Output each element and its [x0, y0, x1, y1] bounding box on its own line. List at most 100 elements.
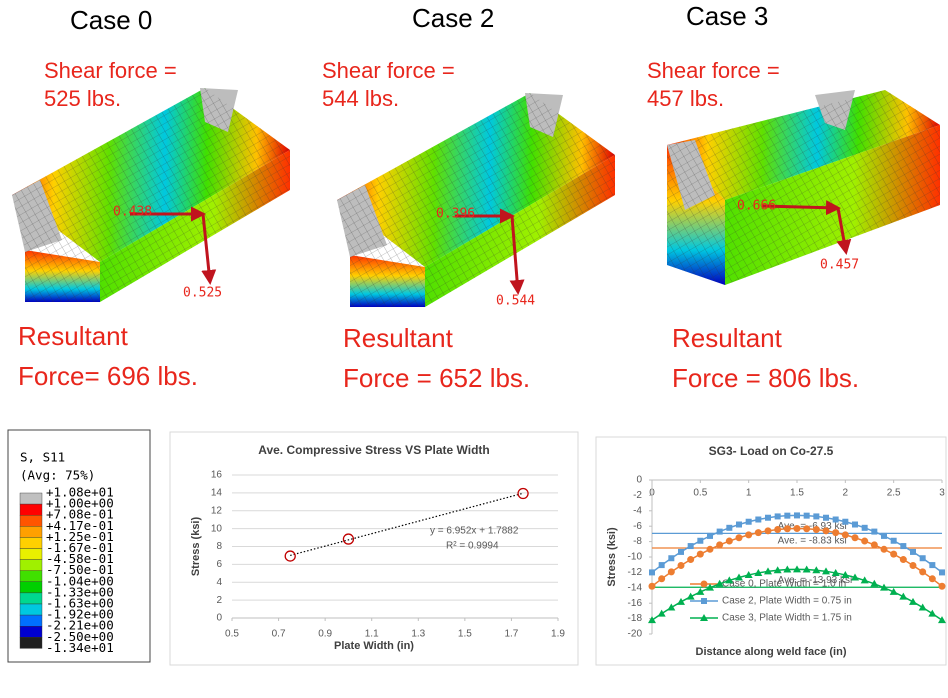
- marker: [881, 533, 887, 539]
- marker: [842, 519, 848, 525]
- legend-swatch: [20, 504, 42, 515]
- legend-swatch: [20, 526, 42, 537]
- marker: [716, 541, 723, 548]
- marker: [688, 543, 694, 549]
- resultant-value: Force = 652 lbs.: [343, 363, 530, 393]
- y-tick-label: 4: [216, 577, 222, 588]
- y-tick-label: -2: [633, 490, 642, 501]
- arrow-label: 0.438: [113, 205, 152, 220]
- y-tick-label: -10: [628, 552, 643, 563]
- trendline-equation: y = 6.952x + 1.7882: [430, 526, 519, 537]
- marker: [701, 581, 708, 588]
- case-title: Case 0: [70, 5, 152, 35]
- y-tick-label: -20: [628, 629, 643, 640]
- marker: [794, 525, 801, 532]
- marker: [910, 562, 917, 569]
- y-axis-label: Stress (ksi): [190, 517, 202, 577]
- marker: [794, 512, 800, 518]
- marker: [774, 526, 781, 533]
- marker: [697, 538, 703, 544]
- marker: [697, 551, 704, 558]
- x-tick-label: 1.1: [365, 629, 379, 640]
- marker: [784, 513, 790, 519]
- legend-swatch: [20, 537, 42, 548]
- marker: [775, 513, 781, 519]
- marker: [833, 517, 839, 523]
- x-tick-label: 1.5: [458, 629, 472, 640]
- arrow-label: 0.666: [737, 199, 776, 214]
- marker: [765, 527, 772, 534]
- x-tick-label: 2.5: [887, 488, 901, 499]
- chart-title: Ave. Compressive Stress VS Plate Width: [258, 443, 490, 457]
- arrow-label: 0.544: [496, 294, 535, 309]
- y-tick-label: 2: [216, 595, 222, 606]
- y-tick-label: -4: [633, 505, 642, 516]
- x-tick-label: 1.5: [790, 488, 804, 499]
- marker: [707, 546, 714, 553]
- marker: [726, 538, 733, 545]
- marker: [736, 522, 742, 528]
- fe-model: [337, 93, 615, 307]
- marker: [668, 555, 674, 561]
- marker: [649, 583, 656, 590]
- marker: [900, 556, 907, 563]
- marker: [900, 543, 906, 549]
- y-tick-label: 14: [211, 488, 223, 499]
- y-tick-label: 16: [211, 470, 223, 481]
- marker: [929, 562, 935, 568]
- marker: [784, 525, 791, 532]
- x-tick-label: 2: [843, 488, 849, 499]
- shear-label: Shear force =: [647, 58, 780, 83]
- marker: [707, 533, 713, 539]
- trendline-r2: R² = 0.9994: [446, 541, 499, 552]
- x-tick-label: 0.9: [318, 629, 332, 640]
- marker: [658, 575, 665, 582]
- y-tick-label: -14: [628, 582, 643, 593]
- arrow-label: 0.525: [183, 286, 222, 301]
- y-tick-label: 0: [216, 613, 222, 624]
- x-axis-label: Plate Width (in): [334, 640, 414, 652]
- marker: [736, 534, 743, 541]
- marker: [678, 562, 685, 569]
- legend-swatch: [20, 604, 42, 615]
- y-tick-label: -18: [628, 613, 643, 624]
- marker: [871, 529, 877, 535]
- marker: [871, 541, 878, 548]
- marker: [701, 598, 707, 604]
- marker: [832, 529, 839, 536]
- marker: [765, 515, 771, 521]
- x-axis-label: Distance along weld face (in): [696, 646, 847, 658]
- marker: [842, 531, 849, 538]
- y-tick-label: -16: [628, 598, 643, 609]
- x-tick-label: 0.5: [225, 629, 239, 640]
- legend-swatch: [20, 549, 42, 560]
- x-tick-label: 0.5: [693, 488, 707, 499]
- shear-label: Shear force =: [44, 58, 177, 83]
- marker: [919, 568, 926, 575]
- resultant-value: Force= 696 lbs.: [18, 361, 198, 391]
- legend-swatch: [20, 615, 42, 626]
- page: Case 0 Case 2 Case 3 Shear force = 525 l…: [0, 0, 948, 698]
- arrow-label: 0.396: [436, 207, 475, 222]
- marker: [852, 534, 859, 541]
- resultant-label: Resultant: [18, 321, 129, 351]
- marker: [891, 538, 897, 544]
- legend-swatch: [20, 626, 42, 637]
- marker: [852, 522, 858, 528]
- y-tick-label: 8: [216, 541, 222, 552]
- marker: [813, 513, 819, 519]
- legend-swatch: [20, 493, 42, 504]
- marker: [939, 569, 945, 575]
- marker: [920, 555, 926, 561]
- marker: [746, 519, 752, 525]
- y-tick-label: -8: [633, 536, 642, 547]
- legend-scale: +1.08e+01+1.00e+00+7.08e-01+4.17e-01+1.2…: [20, 485, 114, 655]
- y-tick-label: 6: [216, 559, 222, 570]
- legend-swatch: [20, 571, 42, 582]
- case-title: Case 2: [412, 3, 494, 33]
- marker: [823, 527, 830, 534]
- marker: [668, 568, 675, 575]
- legend-label: Case 2, Plate Width = 0.75 in: [722, 596, 852, 607]
- marker: [745, 531, 752, 538]
- arrow-label: 0.457: [820, 258, 859, 273]
